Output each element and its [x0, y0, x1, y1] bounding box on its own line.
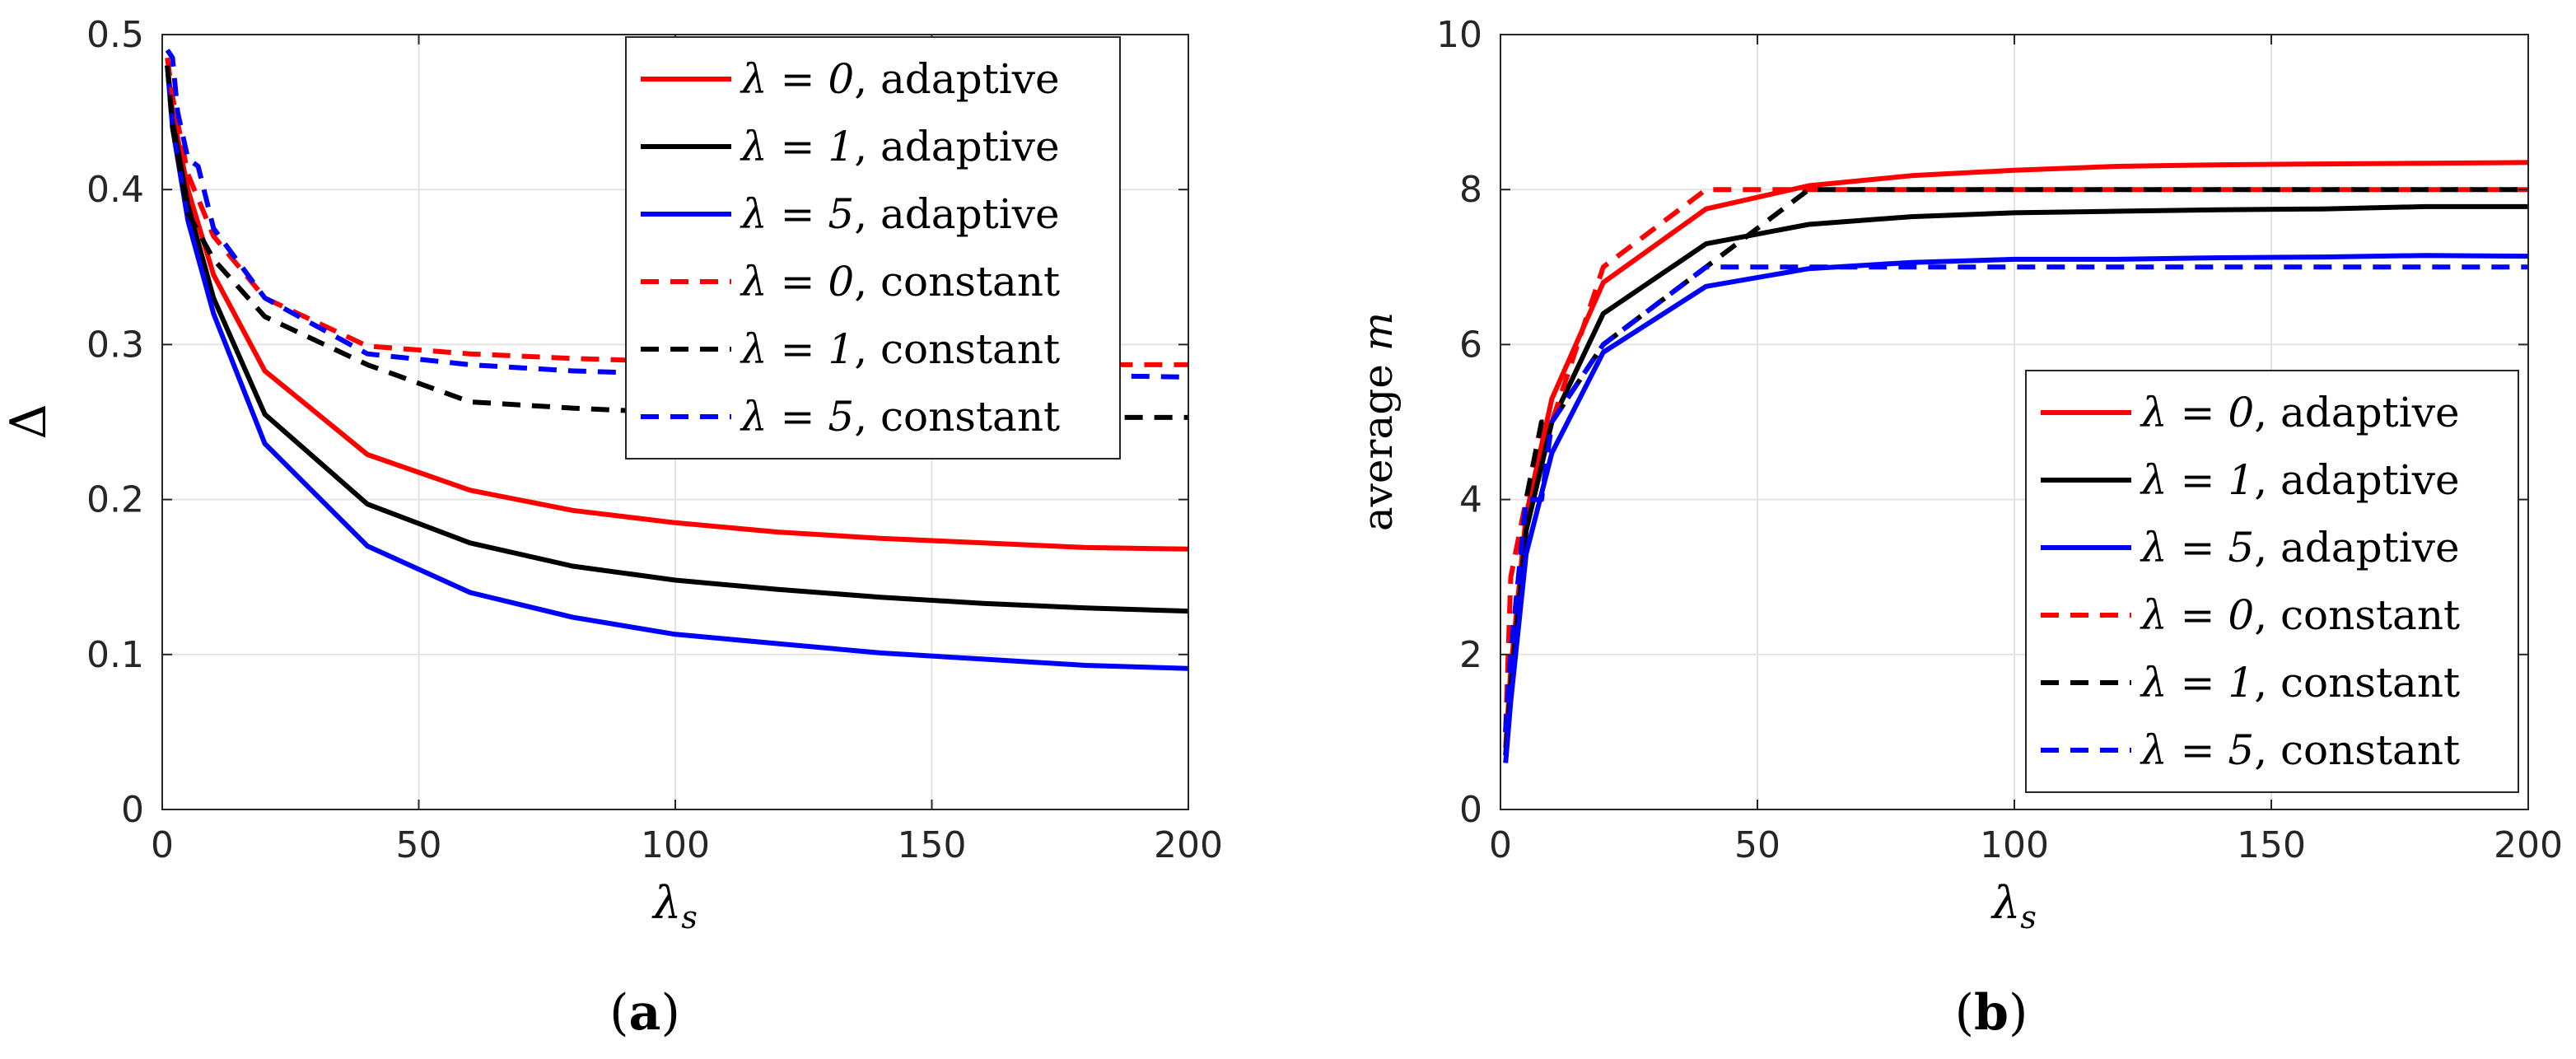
series-line-1 — [1503, 160, 2529, 748]
panel-b-caption: (b) — [1955, 984, 2028, 1042]
series-line-6 — [1503, 264, 2528, 733]
x-tick-label: 200 — [1154, 824, 1223, 866]
series-line-1 — [165, 65, 1189, 552]
y-tick-label: 10 — [1436, 14, 1482, 56]
legend-label-1: λ = 0, adaptive — [2140, 389, 2460, 436]
x-tick-label: 50 — [396, 824, 442, 866]
panel-b-legend: λ = 0, adaptive λ = 1, adaptive λ = 5, ada… — [2025, 370, 2519, 793]
x-tick-label: 100 — [1980, 824, 2049, 866]
panel-b-y-axis-label: average m — [1354, 312, 1402, 531]
panel-a-caption: (a) — [609, 984, 680, 1042]
x-tick-label: 200 — [2494, 824, 2563, 866]
x-tick-label: 0 — [151, 824, 174, 866]
y-tick-label: 0 — [121, 789, 144, 831]
panel-a-ticks: 0 50 100 150 200 0 0.1 0.2 0.3 0.4 0.5 — [86, 14, 1223, 866]
legend-label-6: λ = 5, constant — [2140, 726, 2460, 774]
legend-label-2: λ = 1, adaptive — [2140, 456, 2460, 504]
panel-a: 0 50 100 150 200 0 0.1 0.2 0.3 0.4 0.5 Δ λs (a) λ … — [0, 14, 1223, 1042]
legend-label-6: λ = 5, constant — [740, 393, 1060, 441]
y-tick-label: 4 — [1459, 479, 1482, 521]
legend-label-5: λ = 1, constant — [2140, 659, 2460, 707]
legend-box — [625, 36, 1121, 460]
x-tick-label: 150 — [2237, 824, 2306, 866]
legend-label-3: λ = 5, adaptive — [740, 190, 1060, 238]
legend-box — [2025, 370, 2519, 793]
series-line-3 — [165, 65, 1189, 671]
panel-b-ticks: 0 50 100 150 200 0 2 4 6 8 10 — [1436, 14, 2563, 866]
panel-a-x-axis-label: λs — [651, 877, 698, 935]
panel-b-x-axis-label: λs — [1990, 877, 2037, 935]
x-tick-label: 150 — [898, 824, 967, 866]
panel-a-y-axis-label: Δ — [0, 404, 58, 439]
y-tick-label: 0 — [1459, 789, 1482, 831]
legend-label-4: λ = 0, constant — [2140, 591, 2460, 639]
series-line-5 — [165, 65, 1188, 420]
y-tick-label: 0.5 — [86, 14, 144, 56]
panel-b: 0 50 100 150 200 0 2 4 6 8 10 average m λs (b) λ =… — [1354, 14, 2563, 1042]
legend-label-4: λ = 0, constant — [740, 258, 1060, 306]
legend-label-2: λ = 1, adaptive — [740, 123, 1060, 170]
panel-a-legend: λ = 0, adaptive λ = 1, adaptive λ = 5, ada… — [625, 36, 1121, 460]
y-tick-label: 2 — [1459, 634, 1482, 676]
x-tick-label: 100 — [641, 824, 710, 866]
y-tick-label: 0.1 — [86, 634, 144, 676]
y-tick-label: 0.4 — [86, 169, 144, 211]
y-tick-label: 0.3 — [86, 324, 144, 366]
legend-label-1: λ = 0, adaptive — [740, 55, 1060, 103]
y-tick-label: 8 — [1459, 169, 1482, 211]
x-tick-label: 50 — [1734, 824, 1780, 866]
x-tick-label: 0 — [1489, 824, 1512, 866]
panel-b-series — [1503, 160, 2529, 763]
series-line-3 — [1503, 253, 2529, 763]
y-tick-label: 0.2 — [86, 479, 144, 521]
y-tick-label: 6 — [1459, 324, 1482, 366]
legend-label-5: λ = 1, constant — [740, 325, 1060, 373]
series-line-4 — [165, 57, 1188, 367]
series-line-2 — [1503, 203, 2528, 756]
legend-label-3: λ = 5, adaptive — [2140, 524, 2460, 571]
